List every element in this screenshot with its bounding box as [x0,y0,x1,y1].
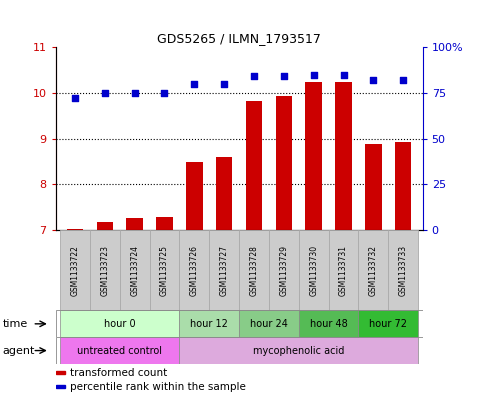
Point [71,95,79,101]
Text: untreated control: untreated control [77,345,162,356]
Bar [56,385,65,388]
Point [310,72,317,78]
Bar [127,219,143,230]
Text: hour 72: hour 72 [369,319,407,329]
Text: mycophenolic acid: mycophenolic acid [253,345,344,356]
Bar [358,310,418,337]
Point [250,73,258,79]
Text: GSM1133732: GSM1133732 [369,245,378,296]
Text: hour 0: hour 0 [104,319,136,329]
Text: transformed count: transformed count [70,368,168,378]
Point [131,90,139,96]
Point [280,73,288,79]
Text: GSM1133729: GSM1133729 [279,245,288,296]
Bar [150,230,179,310]
Bar [216,157,232,230]
Text: hour 12: hour 12 [190,319,228,329]
Bar [90,230,120,310]
Bar [335,82,352,230]
Bar [388,230,418,310]
Bar [120,230,150,310]
Title: GDS5265 / ILMN_1793517: GDS5265 / ILMN_1793517 [157,31,321,44]
Text: GSM1133726: GSM1133726 [190,245,199,296]
Bar [276,96,292,230]
Text: GSM1133724: GSM1133724 [130,245,139,296]
Text: GSM1133728: GSM1133728 [250,245,258,296]
Point [340,72,347,78]
Text: percentile rank within the sample: percentile rank within the sample [70,382,246,391]
Bar [299,310,358,337]
Point [399,77,407,83]
Bar [186,162,202,230]
Bar [179,310,239,337]
Text: GSM1133730: GSM1133730 [309,244,318,296]
Bar [97,222,113,230]
Text: GSM1133722: GSM1133722 [71,245,79,296]
Bar [179,337,418,364]
Bar [67,229,83,230]
Bar [395,142,412,230]
Point [161,90,169,96]
Bar [328,230,358,310]
Text: GSM1133733: GSM1133733 [399,244,408,296]
Point [220,81,228,87]
Bar [56,371,65,374]
Bar [179,230,209,310]
Bar [209,230,239,310]
Text: hour 48: hour 48 [310,319,347,329]
Point [190,81,198,87]
Bar [60,337,179,364]
Bar [305,83,322,230]
Text: hour 24: hour 24 [250,319,288,329]
Text: GSM1133725: GSM1133725 [160,245,169,296]
Bar [156,217,173,230]
Bar [299,230,328,310]
Bar [358,230,388,310]
Text: GSM1133727: GSM1133727 [220,245,228,296]
Bar [239,310,299,337]
Text: time: time [2,319,28,329]
Text: agent: agent [2,345,35,356]
Point [101,90,109,96]
Point [369,77,377,83]
Bar [269,230,299,310]
Bar [60,230,90,310]
Bar [60,310,179,337]
Bar [365,145,382,230]
Bar [246,101,262,230]
Text: GSM1133731: GSM1133731 [339,245,348,296]
Bar [239,230,269,310]
Text: GSM1133723: GSM1133723 [100,245,109,296]
